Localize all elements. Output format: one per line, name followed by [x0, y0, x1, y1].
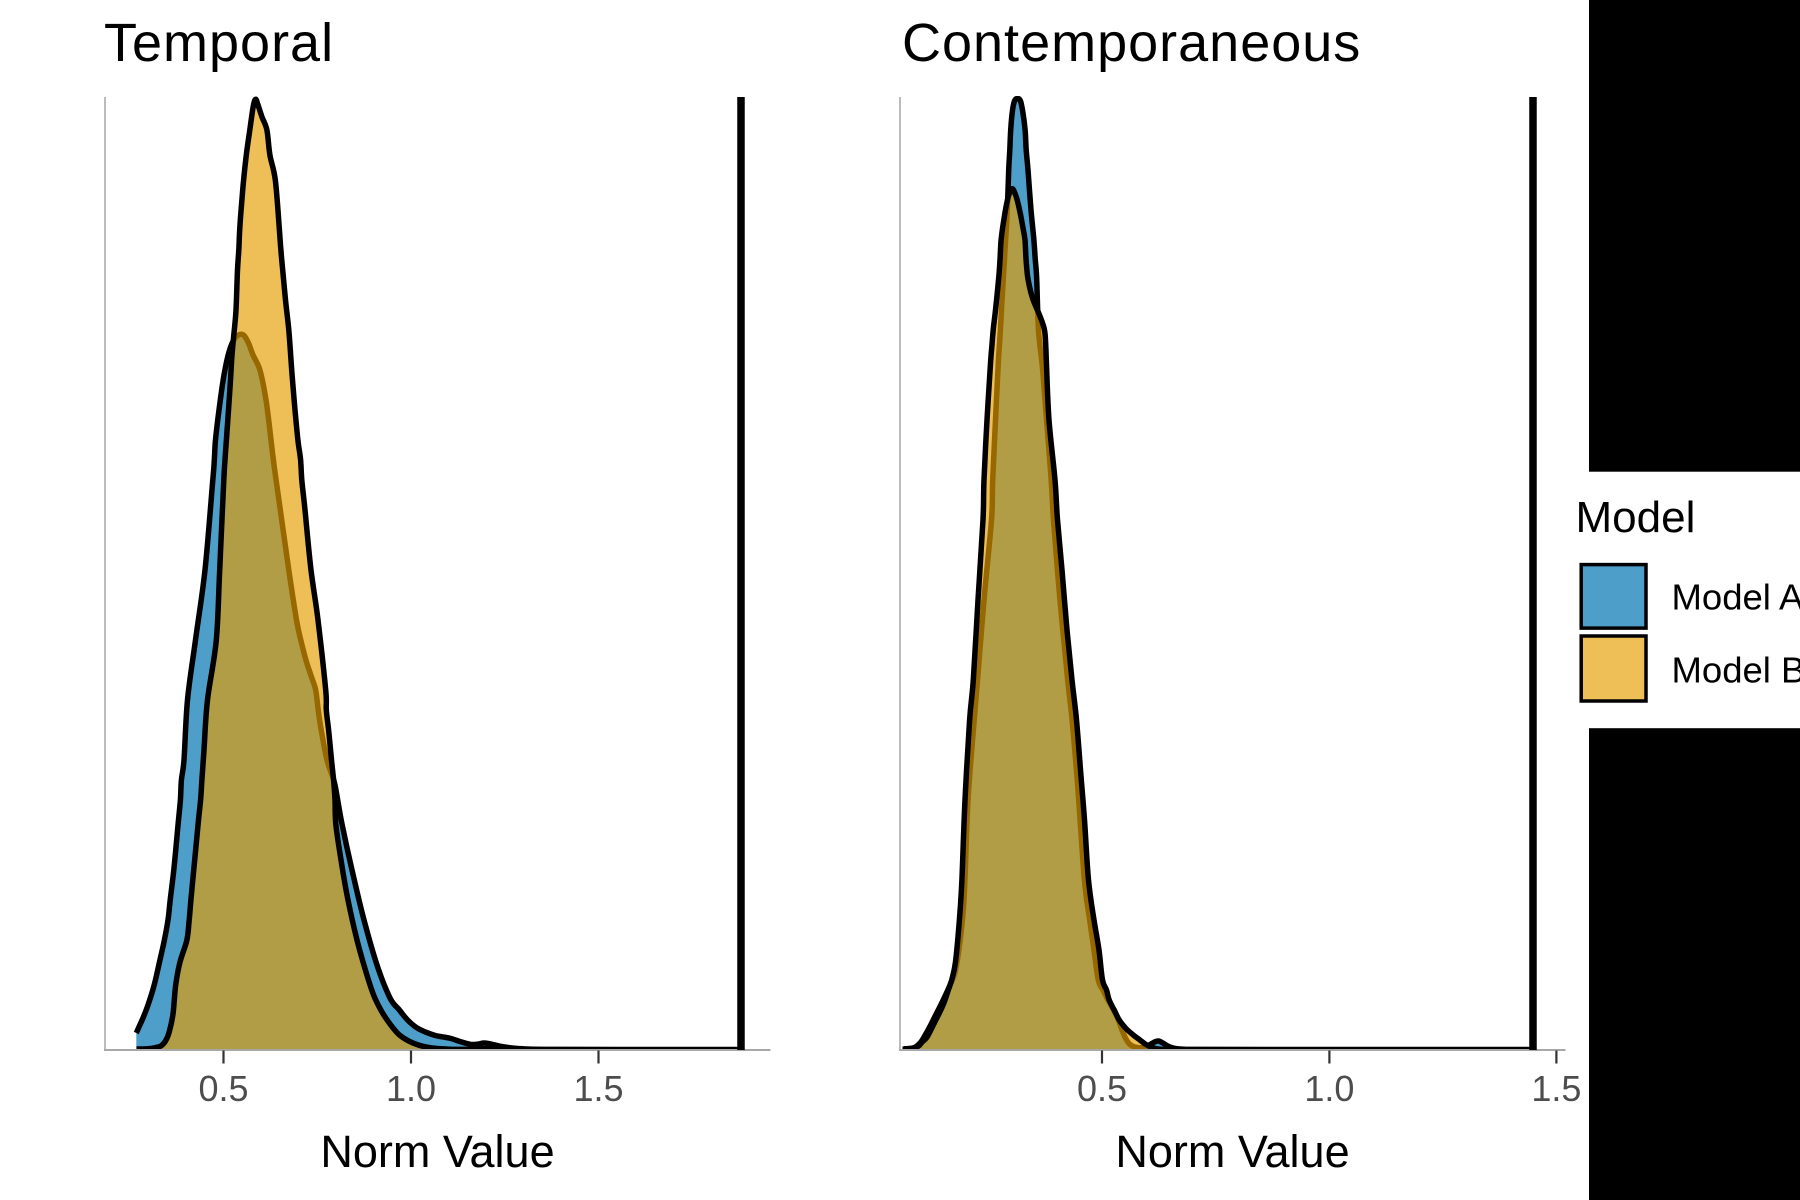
svg-text:Norm Value: Norm Value: [320, 1126, 554, 1177]
svg-text:1.0: 1.0: [1304, 1068, 1354, 1109]
svg-text:0.5: 0.5: [1077, 1068, 1127, 1109]
svg-text:1.5: 1.5: [573, 1068, 623, 1109]
svg-text:1.0: 1.0: [386, 1068, 436, 1109]
svg-text:Model B: Model B: [1672, 650, 1800, 691]
svg-text:0.5: 0.5: [198, 1068, 248, 1109]
svg-text:Contemporaneous: Contemporaneous: [902, 13, 1361, 73]
svg-text:Temporal: Temporal: [104, 13, 334, 73]
svg-text:1.5: 1.5: [1531, 1068, 1581, 1109]
svg-text:Model A: Model A: [1672, 577, 1800, 618]
svg-text:Model: Model: [1576, 493, 1696, 542]
svg-text:Norm Value: Norm Value: [1115, 1126, 1349, 1177]
